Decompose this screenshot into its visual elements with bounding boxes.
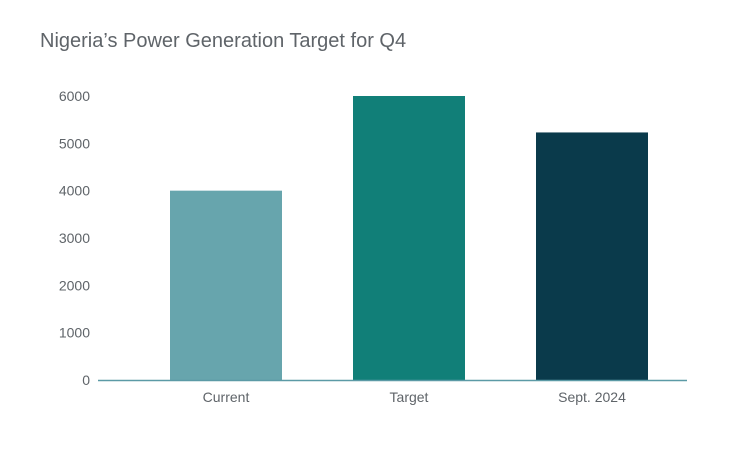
y-axis-ticks: 0 1000 2000 3000 4000 5000 6000	[59, 88, 90, 388]
y-tick-label: 4000	[59, 183, 90, 199]
y-tick-label: 6000	[59, 88, 90, 104]
x-axis-ticks: Current Target Sept. 2024	[203, 389, 626, 405]
y-tick-label: 0	[82, 372, 90, 388]
bar-sept-2024	[536, 132, 648, 380]
bar-target	[353, 96, 465, 380]
y-tick-label: 1000	[59, 325, 90, 341]
y-tick-label: 2000	[59, 277, 90, 293]
bars	[170, 96, 648, 380]
y-tick-label: 5000	[59, 135, 90, 151]
chart-title: Nigeria’s Power Generation Target for Q4	[40, 30, 407, 52]
y-tick-label: 3000	[59, 230, 90, 246]
x-tick-label: Current	[203, 389, 250, 405]
x-tick-label: Target	[390, 389, 429, 405]
x-tick-label: Sept. 2024	[558, 389, 626, 405]
bar-current	[170, 190, 282, 380]
